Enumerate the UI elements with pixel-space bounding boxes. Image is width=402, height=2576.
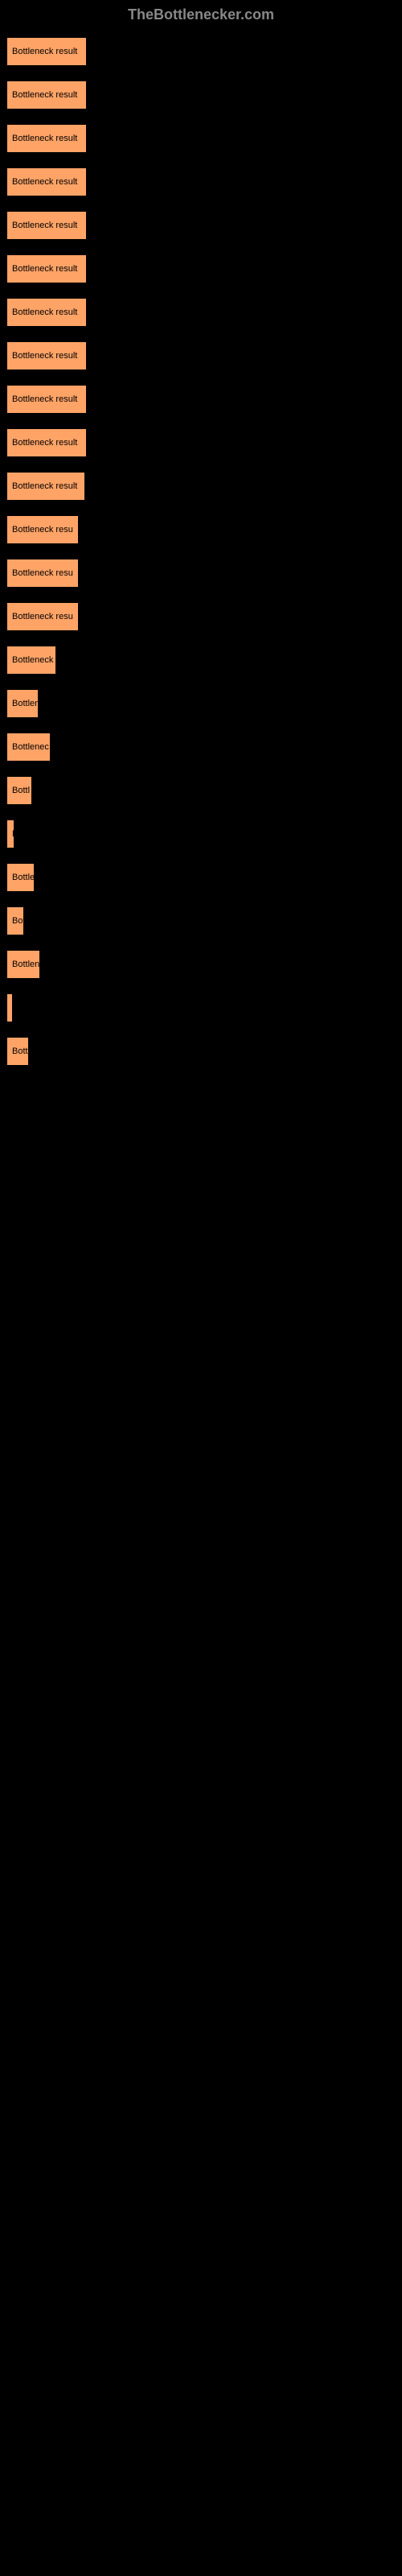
bar-label: Bott (12, 1046, 28, 1056)
chart-bar: Bottleneck result (6, 211, 87, 240)
chart-bar: Bottleneck resu (6, 602, 79, 631)
chart-bar: Bottleneck resu (6, 559, 79, 588)
bar-label: Bottleneck result (12, 438, 77, 448)
chart-bar: Bottleneck result (6, 37, 87, 66)
bar-row: Bottle (6, 856, 396, 899)
bar-label: Bottleneck result (12, 351, 77, 361)
chart-bar: Bottleneck (6, 646, 56, 675)
bar-label: Bottleneck result (12, 134, 77, 143)
chart-bar: B (6, 819, 14, 848)
bar-label: Bot (12, 916, 24, 926)
chart-bar: Bottleneck resu (6, 515, 79, 544)
bar-row: Bottleneck resu (6, 508, 396, 551)
bar-row: Bottleneck result (6, 291, 396, 334)
bar-label: Bottleneck resu (12, 568, 73, 578)
chart-bar: Bottlen (6, 950, 40, 979)
bar-label: Bottleneck result (12, 308, 77, 317)
bar-label: Bottleneck (12, 655, 53, 665)
chart-bar: Bottlenec (6, 733, 51, 762)
chart-bar: Bottl (6, 776, 32, 805)
bar-label: Bottle (12, 873, 35, 882)
bar-row: Bottleneck (6, 638, 396, 682)
chart-bar: Bottleneck result (6, 80, 87, 109)
bar-label: B (12, 829, 14, 839)
chart-bar: Bottlen (6, 689, 39, 718)
bar-row: Bottlenec (6, 725, 396, 769)
bar-row: B (6, 812, 396, 856)
bar-label: Bottlen (12, 960, 39, 969)
chart-bar: Bottleneck result (6, 298, 87, 327)
chart-bar: Bot (6, 906, 24, 935)
bar-label: Bottleneck resu (12, 612, 73, 621)
bar-row: Bottlen (6, 682, 396, 725)
bar-label: Bottleneck result (12, 481, 77, 491)
chart-bar: Bottleneck result (6, 472, 85, 501)
chart-bar: Bottleneck result (6, 341, 87, 370)
bar-row: Bottleneck result (6, 117, 396, 160)
bar-chart: Bottleneck result Bottleneck result Bottle… (0, 30, 402, 1073)
bar-row: Bottleneck result (6, 334, 396, 378)
bar-row: Bott (6, 1030, 396, 1073)
bar-label: Bottleneck resu (12, 525, 73, 535)
bar-label: Bottleneck result (12, 177, 77, 187)
bar-row: Bottleneck result (6, 378, 396, 421)
chart-bar: Bottleneck result (6, 254, 87, 283)
chart-bar: Bottleneck result (6, 167, 87, 196)
chart-bar (6, 993, 13, 1022)
chart-bar: Bottleneck result (6, 428, 87, 457)
bar-label: Bottleneck result (12, 221, 77, 230)
bar-row: Bottleneck result (6, 421, 396, 464)
chart-bar: Bottleneck result (6, 385, 87, 414)
bar-label: Bottleneck result (12, 264, 77, 274)
bar-row: Bottleneck resu (6, 551, 396, 595)
chart-bar: Bott (6, 1037, 29, 1066)
bar-label: Bottleneck result (12, 90, 77, 100)
watermark-text: TheBottlenecker.com (0, 0, 402, 30)
bar-row: Bottleneck result (6, 30, 396, 73)
bar-row (6, 986, 396, 1030)
bar-row: Bottlen (6, 943, 396, 986)
bar-row: Bottleneck result (6, 73, 396, 117)
bar-row: Bot (6, 899, 396, 943)
bar-row: Bottleneck resu (6, 595, 396, 638)
chart-bar: Bottle (6, 863, 35, 892)
chart-bar: Bottleneck result (6, 124, 87, 153)
bar-label: Bottleneck result (12, 47, 77, 56)
bar-label: Bottlen (12, 699, 39, 708)
bar-label: Bottlenec (12, 742, 49, 752)
bar-label: Bottl (12, 786, 30, 795)
bar-row: Bottleneck result (6, 464, 396, 508)
bar-row: Bottl (6, 769, 396, 812)
bar-label: Bottleneck result (12, 394, 77, 404)
bar-row: Bottleneck result (6, 247, 396, 291)
bar-row: Bottleneck result (6, 160, 396, 204)
bar-row: Bottleneck result (6, 204, 396, 247)
